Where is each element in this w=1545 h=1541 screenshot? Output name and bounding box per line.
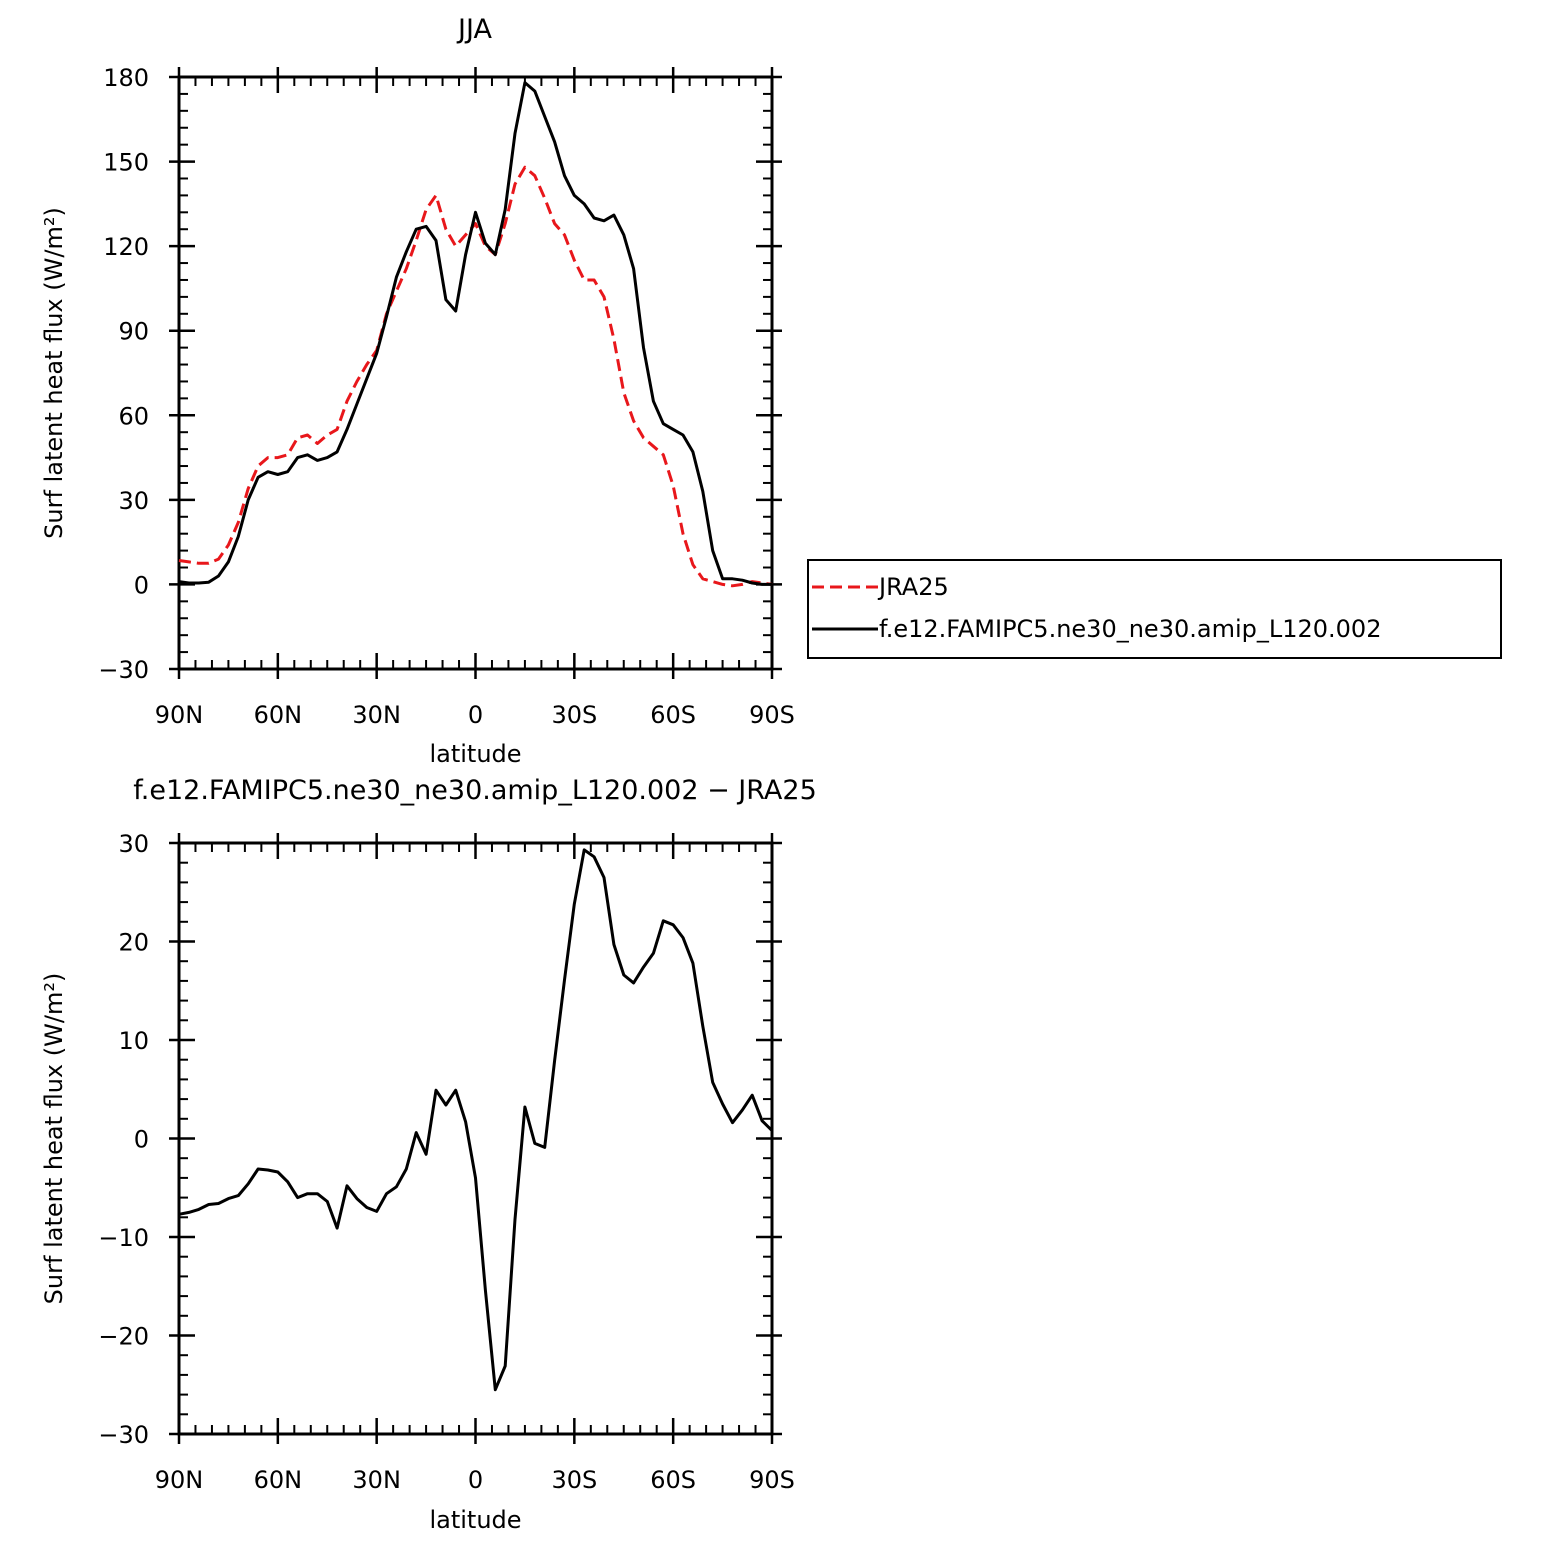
y-tick-label: 30 [118, 830, 149, 858]
plot-frame [177, 75, 774, 671]
y-tick-label: −20 [98, 1323, 149, 1351]
x-axis-label: latitude [429, 740, 521, 768]
x-tick-label: 60N [254, 701, 303, 729]
x-tick-label: 60S [650, 1466, 696, 1494]
x-tick-label: 90S [749, 1466, 795, 1494]
x-tick-label: 30N [352, 701, 401, 729]
y-tick-label: 30 [118, 487, 149, 515]
legend-label-2: f.e12.FAMIPC5.ne30_ne30.amip_L120.002 [879, 615, 1381, 643]
legend-box [807, 559, 1502, 659]
series-line-1 [178, 165, 773, 588]
chart-panel-2: f.e12.FAMIPC5.ne30_ne30.amip_L120.002 − … [40, 775, 817, 1534]
x-tick-label: 0 [468, 1466, 483, 1494]
y-tick-label: 0 [134, 1126, 149, 1154]
x-tick-label: 90N [155, 701, 204, 729]
y-tick-label: 10 [118, 1027, 149, 1055]
chart-title: JJA [456, 14, 492, 45]
plot-frame [177, 841, 774, 1436]
y-tick-label: 90 [118, 318, 149, 346]
series-line-2 [178, 81, 772, 586]
x-tick-label: 30N [352, 1466, 401, 1494]
x-tick-label: 60N [254, 1466, 303, 1494]
y-axis-label: Surf latent heat flux (W/m²) [40, 207, 68, 539]
y-axis-label: Surf latent heat flux (W/m²) [40, 973, 68, 1305]
y-tick-label: 20 [118, 929, 149, 957]
y-tick-label: 180 [103, 64, 149, 92]
chart-panel-1: JJA 90N 60N 30N 0 30S 60S 90S −30 0 30 60 90 120 150 18… [40, 14, 1502, 768]
x-tick-label: 0 [468, 701, 483, 729]
y-tick-label: −30 [98, 656, 149, 684]
x-tick-label: 90N [155, 1466, 204, 1494]
chart-title: f.e12.FAMIPC5.ne30_ne30.amip_L120.002 − … [133, 775, 817, 806]
x-tick-label: 30S [551, 701, 597, 729]
y-tick-label: −30 [98, 1421, 149, 1449]
legend: JRA25 f.e12.FAMIPC5.ne30_ne30.amip_L120.0… [807, 559, 1502, 659]
legend-label-1: JRA25 [877, 573, 949, 601]
x-tick-label: 60S [650, 701, 696, 729]
y-tick-label: 0 [134, 571, 149, 599]
y-tick-label: 120 [103, 233, 149, 261]
x-tick-label: 30S [551, 1466, 597, 1494]
y-tick-label: 150 [103, 149, 149, 177]
y-tick-label: 60 [118, 402, 149, 430]
y-tick-label: −10 [98, 1224, 149, 1252]
series-line-1 [178, 848, 774, 1392]
x-axis-label: latitude [429, 1506, 521, 1534]
x-tick-label: 90S [749, 701, 795, 729]
